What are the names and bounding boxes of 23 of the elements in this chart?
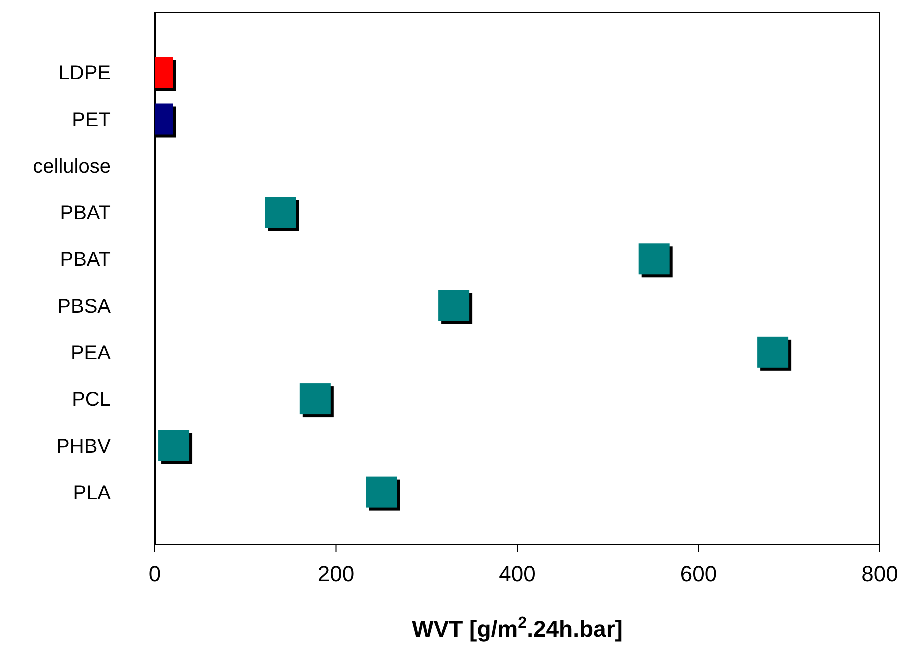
y-tick-label: PBAT (60, 202, 111, 225)
point (158, 430, 190, 462)
x-tick-label: 800 (862, 562, 898, 587)
y-tick-label: PBSA (58, 296, 112, 318)
y-tick-label: PBAT (60, 249, 111, 272)
y-tick-label: LDPE (58, 62, 111, 85)
x-tick-label: 0 (148, 562, 162, 587)
y-tick-label: PLA (73, 482, 112, 504)
point (758, 336, 789, 368)
y-tick-label: PCL (72, 389, 111, 412)
x-tick-label: 200 (318, 562, 355, 587)
point (300, 384, 331, 415)
point (265, 197, 296, 228)
y-tick-label: PEA (70, 342, 112, 365)
x-axis-title: WVT [g/m$^{2}$.24h.bar] (412, 614, 623, 642)
point (438, 290, 470, 322)
x-tick-label: 600 (680, 562, 718, 587)
point (366, 476, 398, 508)
point (638, 244, 670, 275)
y-tick-label: cellulose (33, 156, 111, 178)
x-tick-label: 400 (499, 562, 536, 587)
y-tick-label: PHBV (56, 436, 112, 458)
y-tick-label: PET (72, 109, 111, 132)
